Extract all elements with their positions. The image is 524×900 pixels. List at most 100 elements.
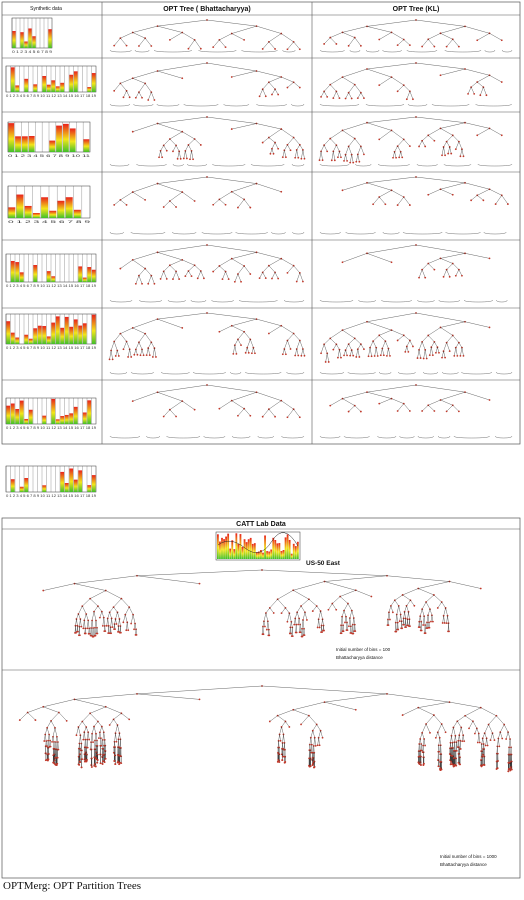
opt-tree-kl-row-7 <box>319 384 513 439</box>
histogram-tick-labels-8: 0 1 2 3 4 5 6 7 8 9 10 11 12 13 14 15 16… <box>6 494 96 498</box>
tree-node-1-0-0-0 <box>421 410 424 412</box>
tree-node-0-0-0-1 <box>125 204 128 206</box>
tree-node-1-1-1-0 <box>286 48 289 51</box>
tree-node-1-0-1 <box>243 38 246 41</box>
catt-node-1-1-1-0-0-0-1 <box>454 734 457 737</box>
column-header-bhattacharyya: OPT Tree ( Bhattacharyya) <box>163 6 251 13</box>
tree-node-0-0-0-0-1-1 <box>117 355 120 357</box>
catt-node-1-0-0-0-1-0-1-1-1-1-1 <box>284 761 287 763</box>
partition-brace <box>355 163 372 167</box>
catt-node-0-0-1-1-0-1-1-0 <box>117 738 120 741</box>
tree-node-0-1-0-1-1-0 <box>176 157 179 160</box>
tree-node-1-1-1-0 <box>286 271 289 274</box>
synthetic-table: Synthetic data OPT Tree ( Bhattacharyya)… <box>1 1 521 498</box>
synthetic-histogram-5: 0 1 2 3 4 5 6 7 8 9 10 11 12 13 14 15 16… <box>5 253 96 288</box>
catt-node-1-1-0-0-0-0-0 <box>388 611 390 614</box>
tree-node-0-0-0-1-1-1 <box>340 356 342 359</box>
tree-node-0-1-1-0-1 <box>190 275 193 278</box>
catt-node-1-1-1-1-0-0-1 <box>485 737 488 740</box>
catt-node-1-0-1-0-1-1-1-1 <box>353 623 356 626</box>
tree-node-0-0-0-1-1-0 <box>337 356 339 359</box>
catt-node-1-0-0-1-1-1-1-1-1 <box>323 629 325 632</box>
catt-node-0-0-1-0-0-0-1-1-1-0-1 <box>80 766 83 769</box>
tree-node-0-0-1-0-1-1 <box>352 161 355 164</box>
catt-node-0-0-1-0-1-1-0 <box>98 731 101 734</box>
tree-node-1-1-0-0 <box>261 415 264 418</box>
catt-node-1-1-0-1-1-1-1-1 <box>447 622 450 625</box>
tree-node-1-0-1-0 <box>445 45 448 48</box>
tree-node-0-0-1-0-1 <box>141 96 143 99</box>
catt-node-1-1-1-0-0-0-1-1-0-1 <box>455 757 457 760</box>
partition-brace <box>166 435 201 439</box>
tree-node-0-0-1-1 <box>150 45 153 47</box>
catt-node-1-1-0-0-1-0-1 <box>407 610 410 613</box>
catt-node-0-0-1-0-0-1-0 <box>83 731 86 734</box>
tree-node-0-1-1-0 <box>187 47 190 50</box>
tree-node-0-0-0-0-0-1 <box>111 358 114 361</box>
tree-node-0-1-1-0-1-1 <box>401 156 404 159</box>
tree-node-1-1 <box>488 257 491 260</box>
catt-node-1-1-1-0-0-1-0-1-0-1-1 <box>459 763 462 766</box>
partition-brace <box>417 435 434 439</box>
catt-node-0-0-0-1-0-1-1-0 <box>55 741 57 743</box>
catt-node-0-0-1-0-0-1-1-0-0-1-1 <box>86 759 88 761</box>
catt-node-0-0-1-0-1-1-1-1-1 <box>104 744 107 747</box>
catt-node-1-1-1-1-0-1-0 <box>489 739 492 741</box>
catt-node-1-1-1-1-1-0-0 <box>497 737 500 740</box>
tree-node-1-0-0-1-1 <box>227 278 230 281</box>
catt-node-0-0-1-0-1-1-1-1-1-1 <box>104 750 107 752</box>
tree-node-1-1-0-1-0 <box>271 93 273 96</box>
tree-node-0-0-1-0 <box>347 410 350 413</box>
tree-node-0-0-0-0 <box>113 44 116 47</box>
tree-node-1-0-0-1-0-1 <box>431 354 434 357</box>
catt-node-1-1-0-1-0-0-1-0 <box>422 744 425 747</box>
catt-node-0-0-1-1-0-1-1 <box>118 618 121 620</box>
catt-node-1-0-0-1-0 <box>300 723 302 726</box>
catt-node-0-0-1-0-0-1-1-1-1 <box>88 632 91 635</box>
catt-node-0-0-1-0-1-0-1-1-1-1 <box>96 753 99 756</box>
tree-node-0-0-1-1 <box>359 44 362 47</box>
tree-node-0-0-0-0-1-1 <box>327 361 330 363</box>
opt-tree-kl-row-6 <box>319 312 513 375</box>
partition-brace <box>245 371 282 375</box>
partition-brace <box>345 231 376 235</box>
catt-node-0-0-1-1-1-0-1 <box>126 621 129 624</box>
tree-node-0-1-0-1-1-1 <box>179 157 182 160</box>
catt-node-0-0-1-0-1-1-0-1 <box>99 737 102 740</box>
catt-node-1-0-0-0-1-0-1 <box>282 733 285 736</box>
catt-node-0-0-1-1-1-1-1 <box>134 622 136 625</box>
catt-node-1-1-0-0-1-0-1-1 <box>408 618 411 621</box>
partition-brace <box>109 163 130 167</box>
tree-node-0-0-1-1-1 <box>363 97 365 100</box>
catt-node-0-0-1-0-1-0-1-1-1 <box>96 632 99 635</box>
catt-node-0-0-1-0-0-1-1-0-0-0-1 <box>85 760 88 763</box>
tree-node-0-1-1-0 <box>396 90 399 93</box>
catt-node-1-1-0-1-0-0-0-1 <box>420 743 423 745</box>
synthetic-histogram-4: 0 1 2 3 4 5 6 7 8 9 <box>7 185 91 224</box>
catt-node-1-1-0-1-1-0-1-1-1-1-1 <box>440 768 443 771</box>
partition-brace <box>282 49 296 53</box>
tree-node-0-0-0-1 <box>125 44 128 47</box>
catt-node-1-1-0-1-1-0-0 <box>434 736 437 739</box>
tree-node-1-0-1-1-0-0 <box>453 354 456 357</box>
catt-node-1-1-0-0-1-0-1-1-1 <box>409 625 411 628</box>
partition-brace <box>192 371 226 375</box>
tree-node-1-1-0-0-0 <box>467 92 469 95</box>
catt-node-1-1-0-0-0-1-0-0 <box>394 621 397 624</box>
tree-node-0-1-1-1-1 <box>412 98 414 101</box>
catt-node-1-0-0-1-1-1 <box>319 610 322 612</box>
catt-node-0-0-1-0-1-0 <box>93 610 95 613</box>
catt-node-0-0-1-0-1-1-0-1-0-1-1 <box>99 762 102 765</box>
tree-node-0-1-0-1 <box>384 203 387 206</box>
tree-node-0-0-1-1 <box>359 410 362 413</box>
tree-node-1-1 <box>280 190 283 193</box>
tree-node-1-0-0-0-1-1 <box>425 357 428 360</box>
opt-tree-bhattacharyya-row-1 <box>109 19 301 53</box>
catt-node-1-1-0-1-1-1-0-1 <box>443 622 446 624</box>
tree-node-1-0-1-1-0-0 <box>244 351 247 354</box>
catt-node-1-1-0-1-0 <box>425 601 427 603</box>
partition-brace <box>161 371 190 375</box>
partition-brace <box>365 49 380 53</box>
partition-brace <box>139 299 163 303</box>
tree-node-1-1-0-1-1 <box>277 277 280 280</box>
